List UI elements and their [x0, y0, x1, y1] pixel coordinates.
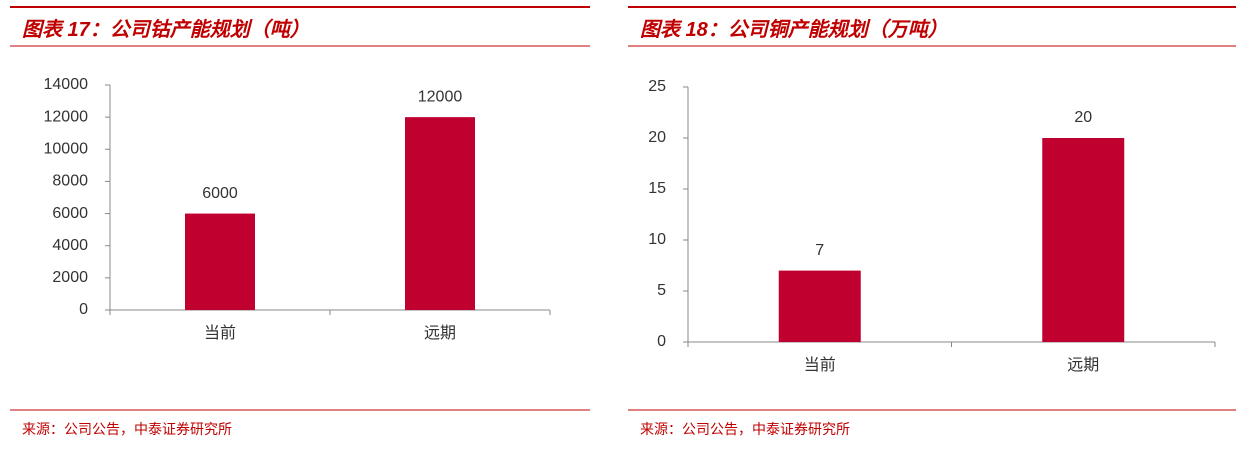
data-label: 7	[815, 242, 824, 259]
y-tick-label: 0	[657, 333, 666, 350]
y-tick-label: 6000	[52, 205, 88, 222]
y-tick-label: 15	[648, 180, 666, 197]
source: 来源：公司公告，中泰证券研究所	[640, 422, 850, 438]
bar	[1042, 138, 1125, 342]
chart-title: 图表 17：公司钴产能规划（吨）	[22, 18, 310, 41]
y-tick-label: 14000	[44, 76, 89, 93]
y-tick-label: 5	[657, 282, 666, 299]
y-tick-label: 2000	[52, 269, 88, 286]
source: 来源：公司公告，中泰证券研究所	[22, 422, 232, 438]
y-tick-label: 10	[648, 231, 666, 248]
y-tick-label: 0	[79, 301, 88, 318]
x-tick-label: 当前	[204, 324, 236, 342]
y-tick-label: 4000	[52, 237, 88, 254]
bar	[778, 270, 861, 342]
data-label: 6000	[202, 185, 238, 202]
x-tick-label: 远期	[424, 324, 456, 342]
data-label: 12000	[418, 88, 463, 105]
bar	[405, 117, 475, 311]
y-tick-label: 25	[648, 78, 666, 95]
y-tick-label: 10000	[44, 141, 89, 158]
y-tick-label: 20	[648, 129, 666, 146]
y-tick-label: 12000	[44, 108, 89, 125]
x-tick-label: 远期	[1067, 356, 1099, 374]
y-tick-label: 8000	[52, 173, 88, 190]
data-label: 20	[1074, 109, 1092, 126]
x-tick-label: 当前	[804, 356, 836, 374]
chart-title: 图表 18：公司铜产能规划（万吨）	[640, 18, 948, 41]
bar	[185, 213, 255, 310]
